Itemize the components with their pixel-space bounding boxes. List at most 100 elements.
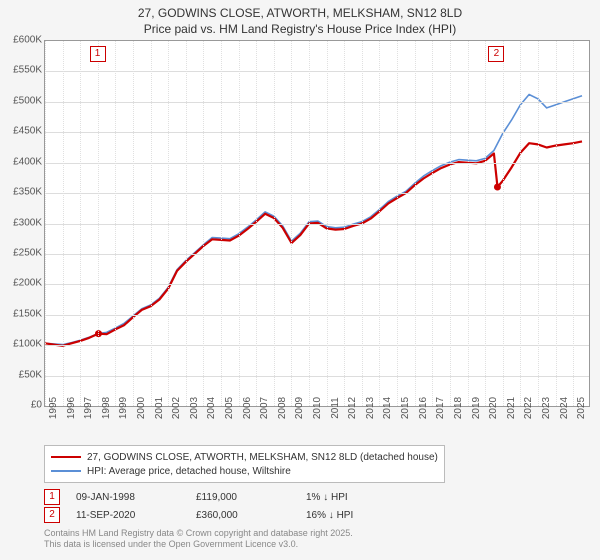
gridline — [45, 132, 589, 133]
legend-item: HPI: Average price, detached house, Wilt… — [51, 464, 438, 478]
gridline — [556, 41, 557, 406]
gridline — [468, 41, 469, 406]
x-tick-label: 2010 — [312, 397, 323, 419]
gridline — [327, 41, 328, 406]
gridline — [291, 41, 292, 406]
gridline — [256, 41, 257, 406]
gridline — [45, 315, 589, 316]
x-tick-label: 2001 — [154, 397, 165, 419]
y-tick-label: £100K — [13, 339, 42, 350]
x-tick-label: 2013 — [365, 397, 376, 419]
sale-price: £119,000 — [196, 492, 306, 503]
gridline — [45, 71, 589, 72]
x-tick-label: 2009 — [294, 397, 305, 419]
y-tick-label: £300K — [13, 217, 42, 228]
x-tick-label: 2025 — [576, 397, 587, 419]
x-tick-label: 2018 — [453, 397, 464, 419]
gridline — [45, 102, 589, 103]
gridline — [503, 41, 504, 406]
sale-delta: 16% ↓ HPI — [306, 510, 426, 521]
plot-area — [44, 40, 590, 407]
legend: 27, GODWINS CLOSE, ATWORTH, MELKSHAM, SN… — [44, 445, 445, 483]
title-line-2: Price paid vs. HM Land Registry's House … — [144, 22, 456, 36]
gridline — [397, 41, 398, 406]
x-tick-label: 2006 — [242, 397, 253, 419]
x-tick-label: 2015 — [400, 397, 411, 419]
x-tick-label: 2000 — [136, 397, 147, 419]
gridline — [239, 41, 240, 406]
x-tick-label: 2022 — [523, 397, 534, 419]
gridline — [45, 345, 589, 346]
gridline — [80, 41, 81, 406]
sale-row: 211-SEP-2020£360,00016% ↓ HPI — [44, 506, 426, 524]
x-tick-label: 2020 — [488, 397, 499, 419]
gridline — [538, 41, 539, 406]
x-tick-label: 2007 — [259, 397, 270, 419]
x-tick-label: 2021 — [506, 397, 517, 419]
gridline — [485, 41, 486, 406]
gridline — [45, 224, 589, 225]
y-tick-label: £200K — [13, 278, 42, 289]
chart-title: 27, GODWINS CLOSE, ATWORTH, MELKSHAM, SN… — [0, 0, 600, 37]
footer-line-2: This data is licensed under the Open Gov… — [44, 539, 298, 549]
sale-row-marker: 1 — [44, 489, 60, 505]
x-tick-label: 1995 — [48, 397, 59, 419]
x-tick-label: 2008 — [277, 397, 288, 419]
y-tick-label: £600K — [13, 35, 42, 46]
gridline — [45, 41, 46, 406]
sale-marker-box: 1 — [90, 46, 106, 62]
chart-container: 27, GODWINS CLOSE, ATWORTH, MELKSHAM, SN… — [0, 0, 600, 560]
sale-delta: 1% ↓ HPI — [306, 492, 426, 503]
sale-row-marker: 2 — [44, 507, 60, 523]
x-tick-label: 2024 — [559, 397, 570, 419]
y-tick-label: £350K — [13, 187, 42, 198]
legend-item: 27, GODWINS CLOSE, ATWORTH, MELKSHAM, SN… — [51, 450, 438, 464]
gridline — [45, 163, 589, 164]
gridline — [63, 41, 64, 406]
gridline — [309, 41, 310, 406]
legend-label: 27, GODWINS CLOSE, ATWORTH, MELKSHAM, SN… — [87, 452, 438, 463]
gridline — [168, 41, 169, 406]
gridline — [45, 284, 589, 285]
x-tick-label: 2017 — [435, 397, 446, 419]
x-tick-label: 2014 — [382, 397, 393, 419]
gridline — [344, 41, 345, 406]
gridline — [151, 41, 152, 406]
y-tick-label: £50K — [19, 369, 42, 380]
gridline — [432, 41, 433, 406]
sale-date: 09-JAN-1998 — [76, 492, 196, 503]
y-tick-label: £150K — [13, 308, 42, 319]
x-tick-label: 2011 — [330, 397, 341, 419]
x-tick-label: 2019 — [471, 397, 482, 419]
gridline — [115, 41, 116, 406]
gridline — [362, 41, 363, 406]
gridline — [415, 41, 416, 406]
footer-line-1: Contains HM Land Registry data © Crown c… — [44, 528, 353, 538]
gridline — [45, 376, 589, 377]
sale-marker-dot — [494, 184, 501, 191]
gridline — [98, 41, 99, 406]
gridline — [379, 41, 380, 406]
gridline — [573, 41, 574, 406]
x-tick-label: 2005 — [224, 397, 235, 419]
legend-label: HPI: Average price, detached house, Wilt… — [87, 466, 291, 477]
y-tick-label: £500K — [13, 95, 42, 106]
x-tick-label: 1998 — [101, 397, 112, 419]
footer-attribution: Contains HM Land Registry data © Crown c… — [44, 528, 353, 550]
x-tick-label: 2003 — [189, 397, 200, 419]
x-tick-label: 1997 — [83, 397, 94, 419]
gridline — [450, 41, 451, 406]
gridline — [45, 193, 589, 194]
gridline — [520, 41, 521, 406]
x-tick-label: 1999 — [118, 397, 129, 419]
gridline — [203, 41, 204, 406]
x-tick-label: 2012 — [347, 397, 358, 419]
y-tick-label: £400K — [13, 156, 42, 167]
x-tick-label: 1996 — [66, 397, 77, 419]
legend-swatch — [51, 456, 81, 458]
sale-row: 1 09-JAN-1998£119,0001% ↓ HPI — [44, 488, 426, 506]
y-tick-label: £0 — [31, 400, 42, 411]
sale-marker-box: 2 — [488, 46, 504, 62]
x-tick-label: 2023 — [541, 397, 552, 419]
sales-table: 1 09-JAN-1998£119,0001% ↓ HPI 211-SEP-2020… — [44, 488, 426, 524]
